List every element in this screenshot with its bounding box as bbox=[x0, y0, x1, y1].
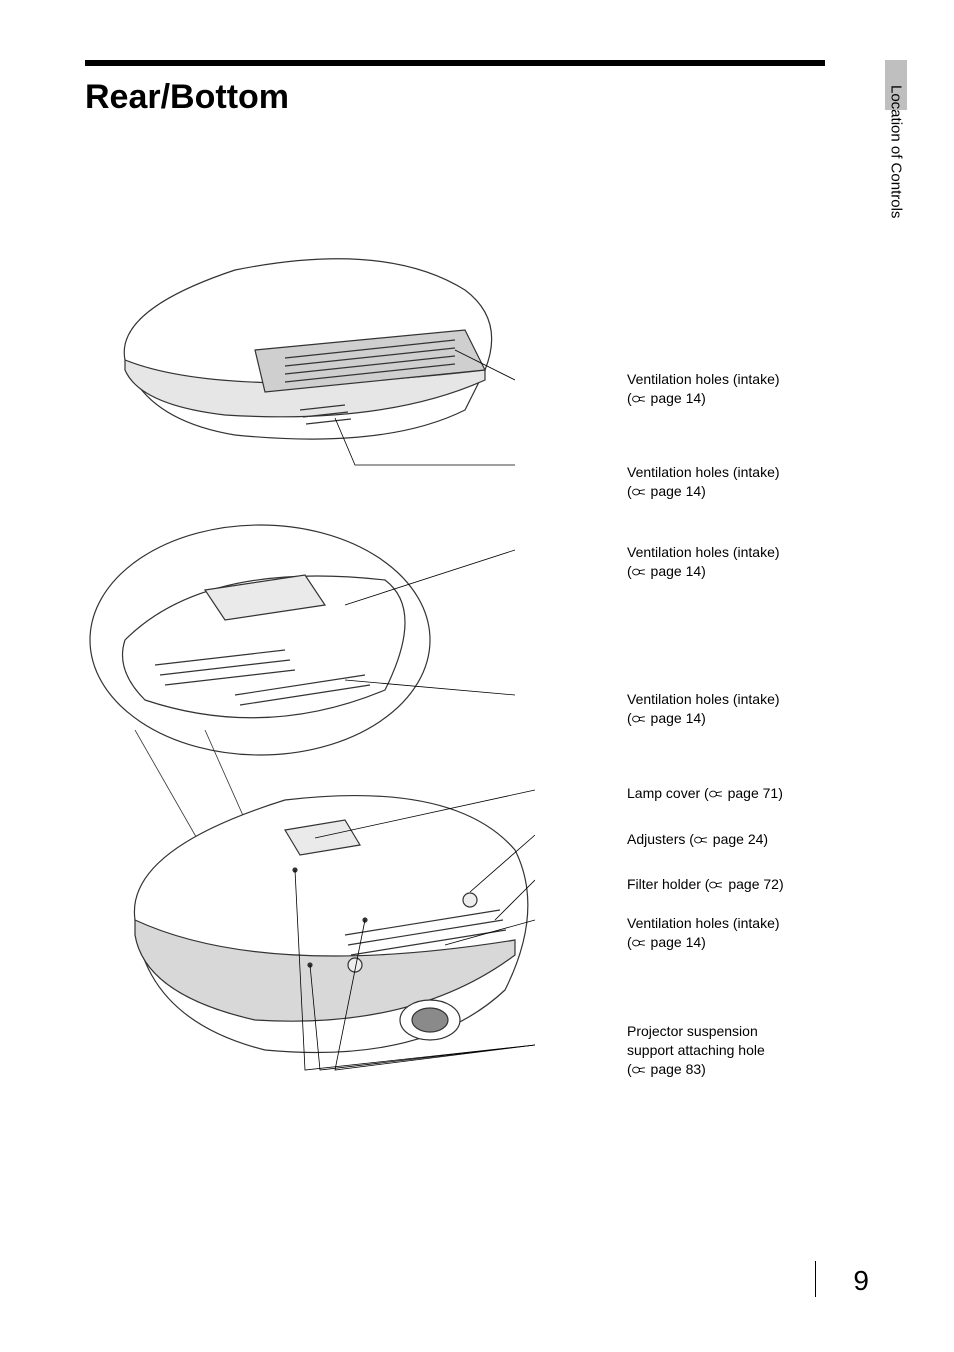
section-heading: Rear/Bottom bbox=[85, 78, 289, 117]
callout-label: Ventilation holes (intake)( page 14) bbox=[627, 463, 877, 501]
callout-label: Adjusters ( page 24) bbox=[627, 830, 877, 849]
callout-label: Filter holder ( page 72) bbox=[627, 875, 877, 894]
page: Location of Controls Rear/Bottom bbox=[0, 0, 954, 1352]
footer-rule bbox=[815, 1261, 816, 1297]
callouts-column: Ventilation holes (intake)( page 14) Vent… bbox=[627, 250, 877, 1120]
callout-label: Ventilation holes (intake)( page 14) bbox=[627, 370, 877, 408]
side-caption: Location of Controls bbox=[885, 85, 907, 275]
callout-label: Projector suspensionsupport attaching ho… bbox=[627, 1022, 877, 1079]
illustration-detail bbox=[85, 520, 515, 760]
top-rule bbox=[85, 60, 825, 66]
callout-label: Lamp cover ( page 71) bbox=[627, 784, 877, 803]
callout-label: Ventilation holes (intake)( page 14) bbox=[627, 543, 877, 581]
illustration-bottom bbox=[105, 770, 535, 1090]
figure-area: Ventilation holes (intake)( page 14)Vent… bbox=[85, 250, 825, 1120]
callout-label: Ventilation holes (intake)( page 14) bbox=[627, 690, 877, 728]
illustration-rear bbox=[85, 250, 515, 470]
page-number: 9 bbox=[853, 1265, 869, 1297]
callout-label: Ventilation holes (intake)( page 14) bbox=[627, 914, 877, 952]
